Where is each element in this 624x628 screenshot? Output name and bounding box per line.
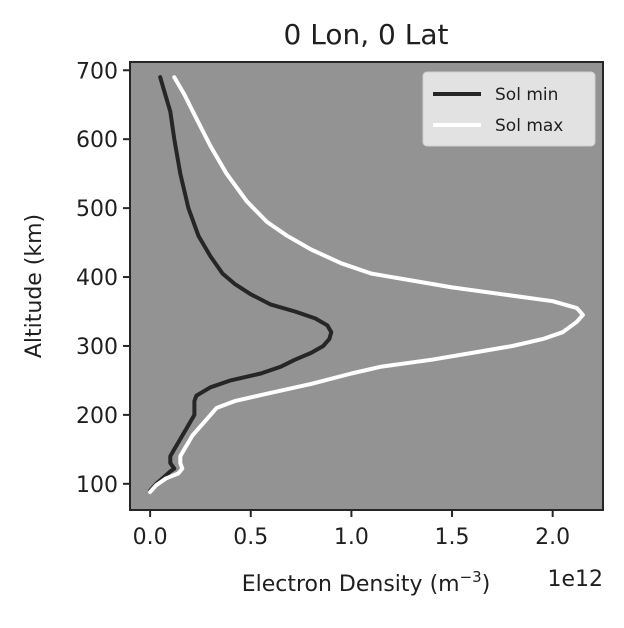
- series-line-sol-max: [148, 75, 585, 495]
- legend-box: [422, 71, 596, 147]
- x-tick-label: 1.0: [334, 525, 369, 550]
- y-tick-label: 400: [76, 266, 118, 291]
- y-tick-label: 300: [76, 335, 118, 360]
- y-tick-label: 700: [76, 59, 118, 84]
- x-axis-label: Electron Density (m−3): [242, 568, 491, 597]
- x-tick-label: 1.5: [435, 525, 470, 550]
- y-axis-label: Altitude (km): [22, 214, 47, 358]
- x-tick-label: 2.0: [535, 525, 570, 550]
- x-axis-label-close: ): [482, 572, 491, 597]
- chart-title: 0 Lon, 0 Lat: [284, 18, 449, 51]
- series-line-sol-min: [148, 75, 334, 493]
- axis-ticks: 0.0 0.5 1.0 1.5 2.0 100 200 300 400 500 600 700: [76, 59, 570, 550]
- legend-label-sol-max: Sol max: [495, 116, 563, 136]
- y-tick-label: 600: [76, 128, 118, 153]
- y-tick-label: 200: [76, 404, 118, 429]
- x-tick-label: 0.0: [133, 525, 168, 550]
- x-axis-label-exponent: −3: [460, 568, 482, 586]
- y-tick-label: 100: [76, 473, 118, 498]
- x-offset-label: 1e12: [547, 567, 603, 592]
- y-tick-label: 500: [76, 197, 118, 222]
- legend: Sol min Sol max: [422, 71, 596, 147]
- plot-frame: [129, 61, 604, 511]
- series-lines: [148, 75, 585, 495]
- legend-label-sol-min: Sol min: [495, 85, 558, 105]
- x-tick-label: 0.5: [233, 525, 268, 550]
- x-axis-label-main: Electron Density (m: [242, 572, 460, 597]
